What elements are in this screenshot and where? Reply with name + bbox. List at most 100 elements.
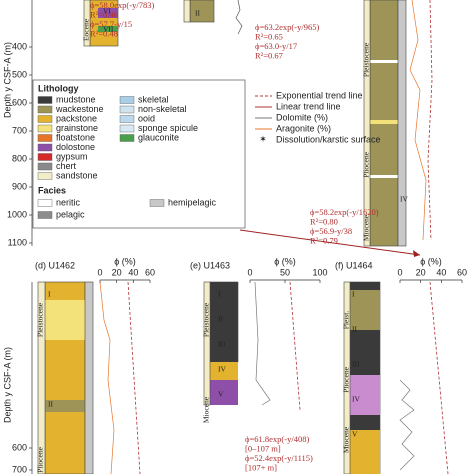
legend-label: floatstone xyxy=(56,132,95,142)
legend-swatch xyxy=(37,153,53,161)
equation: R²=0.67 xyxy=(255,50,283,60)
epoch: Miocene xyxy=(342,426,351,453)
y-tick-label: 1000 xyxy=(7,209,27,219)
legend-label: Dolomite (%) xyxy=(276,112,328,122)
y-axis-label: Depth y CSF-A (m) xyxy=(2,42,12,118)
axis-label: ϕ (%) xyxy=(420,256,442,266)
equation: ϕ=63.2exp(-y/965) xyxy=(255,22,319,32)
panel-label: (e) U1463 xyxy=(190,260,230,270)
legend-label: skeletal xyxy=(138,94,169,104)
x-tick-label: 50 xyxy=(280,267,290,277)
legend-label: neritic xyxy=(56,197,81,207)
x-tick-label: 100 xyxy=(312,267,327,277)
panel-label: (d) U1462 xyxy=(35,260,75,270)
y-tick-label: 800 xyxy=(12,153,27,163)
unit: II xyxy=(48,400,53,409)
legend-label: glauconite xyxy=(138,132,179,142)
x-tick-label: 0 xyxy=(97,267,102,277)
unit: IV xyxy=(218,365,226,374)
equation: R²=0.46 xyxy=(90,9,118,19)
unit: V xyxy=(352,430,358,439)
equation: R²=0.79 xyxy=(310,235,338,245)
legend-label: Aragonite (%) xyxy=(276,123,331,133)
equation: ϕ=61.8exp(-y/408) xyxy=(245,434,309,444)
legend-swatch xyxy=(37,172,53,180)
equation: ϕ=58.0exp(-y/783) xyxy=(90,0,154,10)
legend-label: sandstone xyxy=(56,170,98,180)
equation: [107+ m] xyxy=(245,462,277,472)
unit: IV xyxy=(352,395,360,404)
legend-label: chert xyxy=(56,161,77,171)
y-tick-label: 700 xyxy=(12,464,27,474)
epoch: Miocene xyxy=(202,396,211,423)
legend-swatch xyxy=(37,96,53,104)
legend-label: non-skeletal xyxy=(138,104,187,114)
x-tick-label: 20 xyxy=(112,267,122,277)
unit: V xyxy=(218,390,224,399)
legend-label: dolostone xyxy=(56,142,95,152)
legend-swatch xyxy=(37,105,53,114)
legend-marker: ✶ xyxy=(259,134,267,144)
legend-label: ooid xyxy=(138,113,155,123)
legend-label: grainstone xyxy=(56,123,98,133)
legend-swatch xyxy=(37,134,53,142)
legend-label: Exponential trend line xyxy=(276,90,363,100)
legend-swatch xyxy=(149,199,165,207)
legend-label: mudstone xyxy=(56,94,96,104)
equation: R²=0.80 xyxy=(310,216,338,226)
legend-swatch xyxy=(37,211,53,219)
y-axis-label: Depth y CSF-A (m) xyxy=(2,347,12,423)
unit: III xyxy=(218,340,226,349)
equation: R²=0.48 xyxy=(90,28,118,38)
unit: I xyxy=(218,290,221,299)
bottom-columns xyxy=(37,281,449,474)
equation: ϕ=56.9-y/38 xyxy=(310,226,352,236)
x-tick-label: 0 xyxy=(247,267,252,277)
x-tick-label: 60 xyxy=(457,267,467,277)
legend-label: pelagic xyxy=(56,209,85,219)
epoch: Pleistocene xyxy=(36,302,45,337)
unit: IV xyxy=(400,195,408,204)
epoch: Pliocene xyxy=(342,366,351,392)
x-tick-label: 20 xyxy=(416,267,426,277)
unit: VII xyxy=(103,25,114,34)
legend-label: packstone xyxy=(56,113,97,123)
legend-swatch xyxy=(119,134,135,142)
equation: [0–107 m] xyxy=(245,443,281,453)
legend-label: Linear trend line xyxy=(276,101,341,111)
legend-swatch xyxy=(119,105,135,114)
legend-swatch xyxy=(119,115,135,123)
legend-title: Facies xyxy=(38,185,66,195)
equation: ϕ=58.2exp(-y/1620) xyxy=(310,207,379,217)
axis-label: ϕ (%) xyxy=(114,256,136,266)
epoch: Pliocene xyxy=(36,446,45,472)
legend-swatch xyxy=(37,143,53,152)
legend-swatch xyxy=(119,96,135,104)
y-tick-label: 400 xyxy=(12,41,27,51)
legend-label: sponge spicule xyxy=(138,123,198,133)
legend-swatch xyxy=(37,162,53,171)
y-tick-label: 700 xyxy=(12,125,27,135)
legend-title: Lithology xyxy=(38,83,79,93)
epoch: Eocene xyxy=(82,18,91,41)
unit: I xyxy=(352,290,355,299)
legend-box xyxy=(32,79,246,229)
equation: R²=0.65 xyxy=(255,31,283,41)
y-tick-label: 900 xyxy=(12,181,27,191)
x-tick-label: 0 xyxy=(397,267,402,277)
unit: I xyxy=(48,290,51,299)
legend-label: hemipelagic xyxy=(168,197,217,207)
epoch: Pleist. xyxy=(342,311,351,330)
equation: ϕ=52.4exp(-y/1115) xyxy=(245,453,313,463)
unit: VI xyxy=(103,7,111,16)
epoch: Pleistocene xyxy=(362,42,371,77)
equation: ϕ=57.7-y/15 xyxy=(90,19,132,29)
epoch: Pliocene xyxy=(362,151,371,177)
panel-label: (f) U1464 xyxy=(335,260,373,270)
y-tick-label: 1100 xyxy=(8,237,27,247)
unit: II xyxy=(218,315,223,324)
y-tick-label: 500 xyxy=(12,69,27,79)
legend-swatch xyxy=(119,124,135,133)
unit: II xyxy=(195,9,200,18)
x-tick-label: 40 xyxy=(128,267,138,277)
